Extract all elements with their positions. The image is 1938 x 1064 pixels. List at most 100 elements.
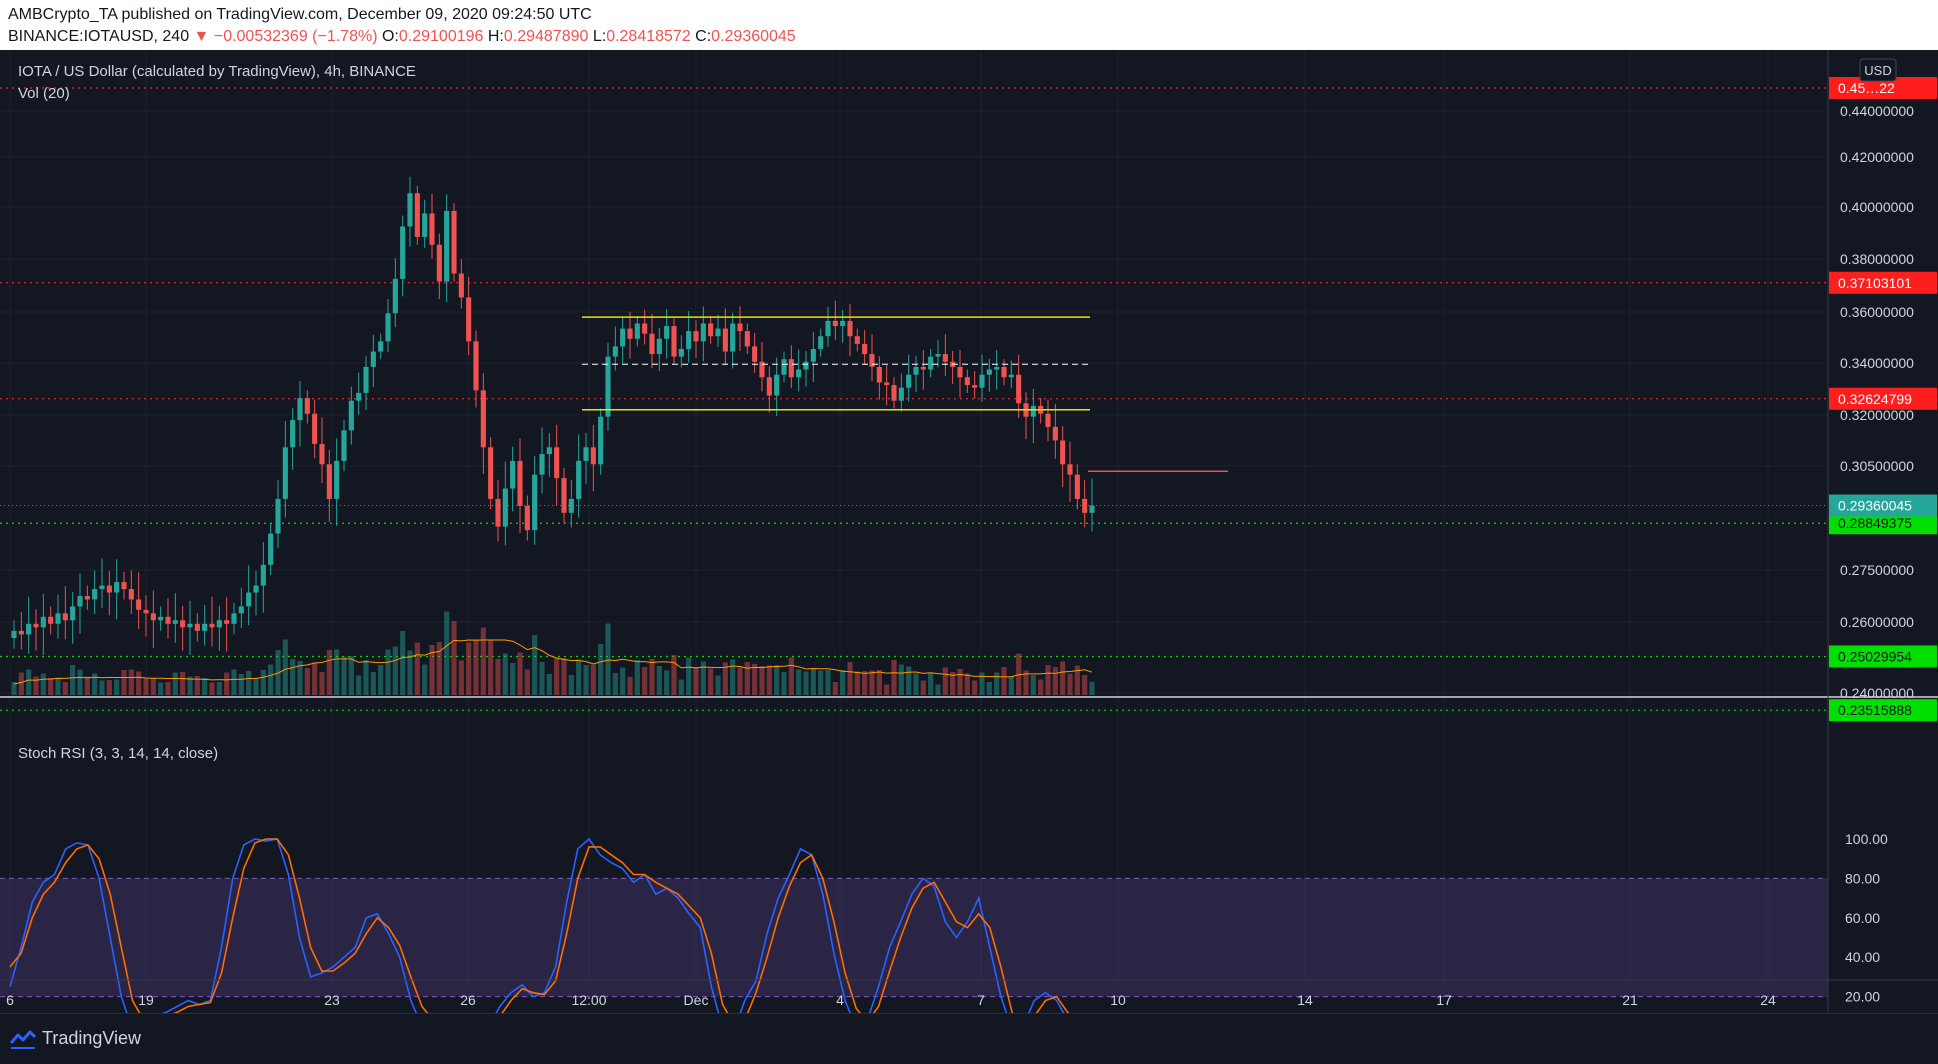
candle-body — [180, 620, 186, 628]
candle-body — [334, 460, 340, 499]
candle-body — [546, 447, 552, 455]
candle-body — [524, 505, 530, 531]
volume-bar — [451, 621, 457, 695]
candle-body — [561, 478, 567, 513]
volume-bar — [114, 679, 120, 695]
candle-body — [810, 348, 816, 362]
volume-bar — [356, 675, 362, 695]
volume-bar — [664, 670, 670, 695]
candle-body — [788, 359, 794, 378]
candle-body — [1016, 374, 1022, 404]
price-tick-label: 0.24000000 — [1840, 685, 1914, 701]
candle-body — [722, 328, 728, 352]
candle-body — [268, 533, 274, 565]
candle-body — [488, 447, 494, 499]
volume-bar — [304, 668, 310, 695]
candle-body — [737, 323, 743, 332]
candle-body — [986, 369, 992, 375]
chart-title: IOTA / US Dollar (calculated by TradingV… — [18, 63, 416, 80]
level-label: 0.37103101 — [1838, 275, 1912, 291]
volume-bar — [1089, 681, 1095, 695]
volume-bar — [480, 627, 486, 695]
volume-bar — [187, 676, 193, 695]
volume-bar — [1023, 670, 1029, 695]
volume-bar — [1001, 667, 1007, 695]
volume-bar — [722, 662, 728, 695]
ohlc-summary: BINANCE:IOTAUSD, 240 ▼ −0.00532369 (−1.7… — [8, 28, 796, 46]
volume-bar — [466, 642, 472, 695]
chart-canvas[interactable]: 0.44000000 0.42000000 0.40000000 0.38000000… — [0, 50, 1938, 1013]
stoch-tick-label: 60.00 — [1845, 910, 1880, 926]
candle-body — [913, 366, 919, 375]
stoch-tick-label: 100.00 — [1845, 831, 1888, 847]
volume-bar — [33, 676, 39, 695]
volume-bar — [957, 669, 963, 695]
volume-bar — [84, 676, 90, 695]
level-label: 0.25029954 — [1838, 648, 1912, 664]
currency-badge[interactable] — [1859, 58, 1897, 82]
time-tick-label: 17 — [1436, 992, 1452, 1008]
candle-body — [11, 630, 17, 638]
price-tick-label: 0.38000000 — [1840, 251, 1914, 267]
tradingview-brand: TradingView — [42, 1028, 142, 1048]
price-axis[interactable]: 0.44000000 0.42000000 0.40000000 0.38000000… — [1829, 77, 1937, 1013]
time-tick-label: 24 — [1760, 992, 1776, 1008]
volume-bar — [348, 656, 354, 695]
volume-bar — [209, 682, 215, 695]
volume-bar — [502, 653, 508, 695]
volume-bar — [546, 674, 552, 695]
footer-bar: TradingView — [0, 1013, 1938, 1064]
candle-body — [532, 474, 538, 531]
volume-bar — [62, 682, 68, 695]
candle-body — [238, 606, 244, 614]
candle-body — [48, 616, 54, 624]
candle-body — [576, 460, 582, 499]
candle-body — [106, 585, 112, 593]
volume-bar — [473, 639, 479, 695]
volume-bar — [341, 656, 347, 695]
volume-bar — [26, 669, 32, 695]
volume-bar — [40, 673, 46, 695]
volume-bar — [436, 642, 442, 695]
tradingview-logo[interactable]: TradingView — [10, 1028, 141, 1049]
candle-body — [510, 460, 516, 489]
volume-bar — [737, 667, 743, 695]
candle-body — [590, 447, 596, 465]
volume-bar — [612, 673, 618, 695]
candle-body — [312, 413, 318, 444]
volume-bar — [1067, 673, 1073, 695]
candle-body — [1008, 374, 1014, 378]
volume-bar — [319, 672, 325, 695]
level-label: 0.45…22 — [1838, 80, 1895, 96]
volume-bar — [275, 650, 281, 695]
price-tick-label: 0.32000000 — [1840, 407, 1914, 423]
volume-bar — [986, 682, 992, 695]
last-price-badge — [1829, 494, 1937, 517]
volume-bar — [803, 671, 809, 695]
candle-body — [99, 585, 105, 590]
volume-bar — [1052, 667, 1058, 695]
volume-bar — [766, 665, 772, 695]
price-candles — [11, 176, 1095, 656]
candle-body — [1060, 440, 1066, 465]
candle-body — [392, 278, 398, 314]
volume-bar — [150, 678, 156, 695]
high-value: 0.29487890 — [503, 28, 589, 45]
candle-body — [832, 320, 838, 327]
candle-body — [136, 599, 142, 610]
candle-body — [158, 616, 164, 621]
volume-bar — [407, 650, 413, 695]
candle-body — [1089, 505, 1095, 513]
candle-body — [172, 620, 178, 624]
publish-header: AMBCrypto_TA published on TradingView.co… — [0, 0, 1938, 50]
volume-bar — [715, 675, 721, 695]
volume-ma-line — [13, 639, 1093, 685]
volume-bar — [334, 649, 340, 695]
candle-body — [495, 498, 501, 527]
time-axis[interactable]: 6 19 23 26 12:00 Dec 4 7 10 14 17 21 24 — [6, 992, 1776, 1008]
candle-body — [436, 244, 442, 282]
candle-body — [1045, 413, 1051, 427]
level-badge-resistance — [1829, 77, 1937, 99]
candle-body — [150, 613, 156, 621]
candle-body — [473, 341, 479, 391]
